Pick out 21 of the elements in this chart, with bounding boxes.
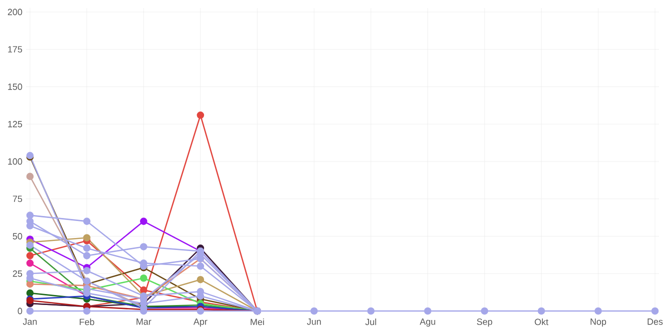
y-tick-label: 150	[8, 84, 22, 90]
x-tick-label: Nop	[590, 318, 606, 327]
x-tick-label: Agu	[420, 318, 436, 327]
x-tick-label: Apr	[193, 318, 208, 327]
x-tick-label: Jun	[306, 318, 321, 325]
x-tick-label: Jul	[365, 318, 376, 326]
x-tick-label: Sep	[476, 318, 492, 327]
x-tick-label: Des	[648, 318, 663, 325]
y-tick-label: 0	[18, 308, 22, 314]
y-tick-label: 50	[12, 233, 22, 240]
x-tick-label: Feb	[80, 318, 94, 326]
y-tick-label: 175	[8, 46, 22, 53]
y-tick-label: 25	[12, 270, 22, 277]
x-tick-label: Jan	[22, 318, 37, 325]
y-tick-label: 200	[8, 8, 22, 16]
x-tick-label: Okt	[534, 318, 548, 326]
y-tick-label: 75	[12, 196, 22, 202]
x-tick-label: Mei	[250, 318, 264, 326]
y-tick-label: 125	[8, 120, 22, 128]
y-tick-label: 100	[8, 158, 22, 165]
x-tick-label: Mar	[136, 318, 152, 325]
